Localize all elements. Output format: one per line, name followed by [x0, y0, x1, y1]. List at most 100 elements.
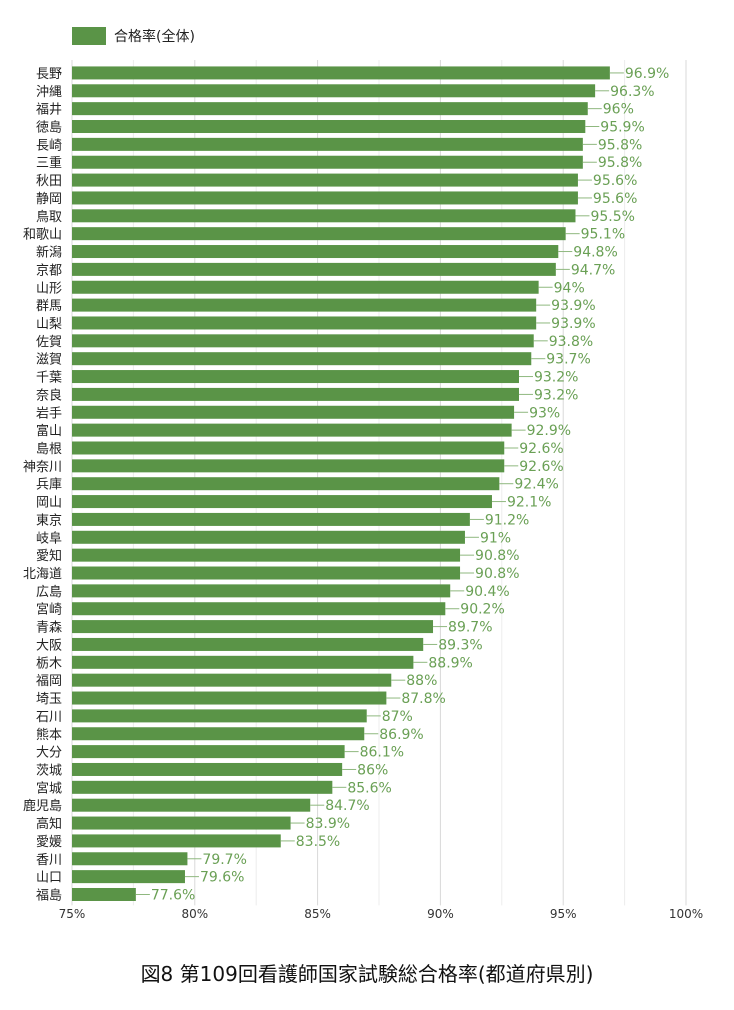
bar: [72, 262, 556, 276]
category-label: 熊本: [36, 727, 62, 743]
category-label: 静岡: [36, 192, 62, 207]
legend-label: 合格率(全体): [114, 29, 195, 45]
bar: [72, 548, 461, 562]
x-tick-label: 100%: [669, 907, 703, 921]
bar: [72, 762, 343, 776]
category-label: 富山: [36, 423, 62, 439]
category-label: 山口: [36, 871, 62, 886]
value-label: 91.2%: [485, 512, 529, 528]
bar: [72, 441, 505, 455]
value-label: 90.4%: [465, 584, 509, 600]
value-label: 92.6%: [519, 441, 563, 457]
bar: [72, 173, 578, 187]
category-label: 京都: [36, 263, 62, 278]
value-label: 95.1%: [581, 227, 625, 243]
bar: [72, 423, 512, 437]
bar: [72, 673, 392, 687]
category-label: 大阪: [36, 638, 62, 653]
value-label: 92.1%: [507, 495, 551, 511]
category-label: 宮城: [36, 780, 62, 796]
figure-caption: 図8 第109回看護師国家試験総合格率(都道府県別): [140, 962, 594, 986]
value-label: 95.8%: [598, 137, 642, 153]
value-label: 95.9%: [600, 120, 644, 136]
bar: [72, 852, 188, 866]
value-label: 79.6%: [200, 870, 244, 886]
category-label: 北海道: [23, 567, 62, 582]
x-tick-label: 80%: [181, 907, 208, 921]
bar: [72, 691, 387, 705]
category-label: 高知: [36, 816, 62, 832]
value-label: 92.6%: [519, 459, 563, 475]
value-label: 93.8%: [549, 334, 593, 350]
category-label: 新潟: [36, 245, 62, 261]
value-label: 89.3%: [438, 637, 482, 653]
category-label: 沖縄: [36, 85, 62, 100]
category-label: 神奈川: [23, 460, 62, 475]
category-label: 徳島: [36, 121, 62, 136]
value-label: 90.2%: [460, 602, 504, 618]
bar: [72, 566, 461, 580]
bar: [72, 530, 465, 544]
category-label: 広島: [36, 585, 62, 600]
category-label: 埼玉: [36, 692, 62, 707]
category-label: 滋賀: [36, 353, 62, 368]
value-label: 88.9%: [428, 655, 472, 671]
x-tick-label: 85%: [304, 907, 331, 921]
value-label: 94%: [554, 280, 585, 296]
value-label: 79.7%: [202, 852, 246, 868]
bar: [72, 370, 519, 384]
legend: 合格率(全体): [72, 26, 195, 46]
bar: [72, 477, 500, 491]
bar: [72, 459, 505, 473]
value-label: 96.3%: [610, 84, 654, 100]
value-label: 90.8%: [475, 548, 519, 564]
value-label: 94.8%: [573, 245, 617, 261]
bar: [72, 834, 281, 848]
bar: [72, 602, 446, 616]
value-label: 90.8%: [475, 566, 519, 582]
bar: [72, 405, 515, 419]
bar: [72, 887, 136, 901]
bar: [72, 620, 434, 634]
x-tick-label: 75%: [59, 907, 86, 921]
value-label: 83.5%: [296, 834, 340, 850]
bar: [72, 280, 539, 294]
bar: [72, 227, 566, 241]
bar: [72, 120, 586, 134]
bar: [72, 512, 470, 526]
category-label: 山形: [36, 281, 62, 296]
category-label: 佐賀: [36, 335, 62, 350]
value-label: 86.1%: [360, 745, 404, 761]
value-label: 87%: [382, 709, 413, 725]
value-label: 95.6%: [593, 173, 637, 189]
bar: [72, 191, 578, 205]
bar: [72, 245, 559, 259]
bar-chart: 長野 96.9% 沖縄 96.3% 福井 96% 徳島 95.9% 長崎 95.8% 三重 95.8%…: [23, 60, 703, 921]
value-label: 93.7%: [546, 352, 590, 368]
category-label: 長野: [36, 67, 62, 82]
category-label: 茨城: [36, 763, 62, 778]
category-label: 宮崎: [36, 602, 62, 618]
category-label: 千葉: [36, 371, 62, 386]
value-label: 92.4%: [514, 477, 558, 493]
bar: [72, 209, 576, 223]
bar: [72, 352, 532, 366]
value-label: 83.9%: [306, 816, 350, 832]
bar: [72, 584, 451, 598]
category-label: 兵庫: [36, 478, 62, 493]
value-label: 89.7%: [448, 620, 492, 636]
value-label: 93.2%: [534, 387, 578, 403]
category-label: 岐阜: [36, 530, 62, 546]
bar: [72, 84, 596, 98]
value-label: 94.7%: [571, 262, 615, 278]
category-label: 和歌山: [23, 228, 62, 243]
value-label: 95.5%: [590, 209, 634, 225]
category-label: 福井: [36, 103, 62, 118]
value-label: 86%: [357, 762, 388, 778]
bar: [72, 102, 588, 116]
bar: [72, 745, 345, 759]
bar: [72, 334, 534, 348]
value-label: 86.9%: [379, 727, 423, 743]
value-label: 84.7%: [325, 798, 369, 814]
category-label: 福島: [36, 888, 62, 903]
